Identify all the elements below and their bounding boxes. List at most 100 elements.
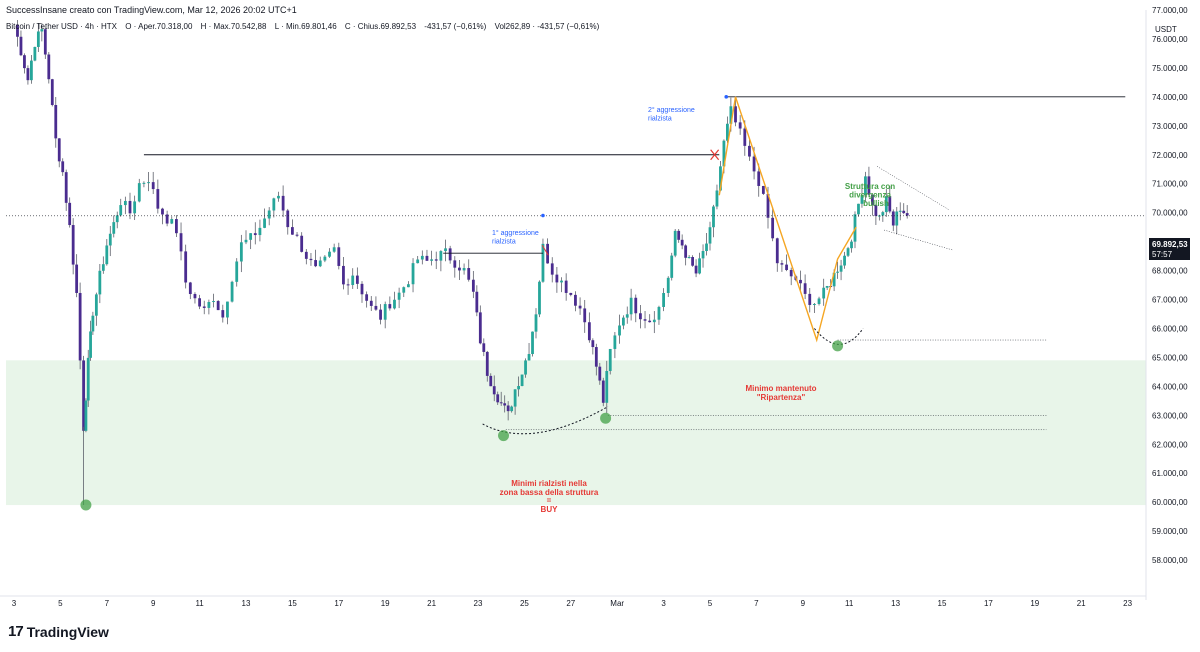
candle-up [698,258,701,274]
low-marker [498,430,510,442]
candle-up [895,211,899,226]
candle-up [843,255,846,266]
price-tick-label: 59.000,00 [1152,527,1188,536]
tradingview-brand[interactable]: 17 TradingView [8,623,109,640]
cross-marker [541,245,549,256]
candle-up [884,196,888,213]
candle-up [89,331,92,358]
impulse-point [541,213,545,218]
candle-down [309,258,313,261]
candle-down [61,161,65,173]
trendline [876,166,950,210]
candle-down [453,260,457,268]
time-tick-label: 27 [566,599,575,608]
annotation-text: = [547,496,552,505]
impulse-point [724,95,729,99]
annotation-text: rialzista [648,116,672,123]
price-tick-label: 65.000,00 [1152,353,1188,362]
annotation-text: Struttura con [845,182,895,191]
candle-down [771,217,775,239]
candle-up [397,292,401,300]
time-axis[interactable]: 3 5 7 9 11 13 15 17 19 21 23 25 27 Mar 3 5 7 9 11 13 15 17 19 2… [12,599,1133,608]
annotation-text: rialzista [492,239,516,246]
rounded-bottom-arc [814,328,864,345]
candle-down [198,298,201,307]
candle-up [402,287,406,293]
time-tick-label: 13 [242,599,251,608]
candle-up [605,370,609,403]
price-tick-label: 75.000,00 [1152,64,1188,73]
candle-down [295,234,299,236]
price-tick-label: 58.000,00 [1152,556,1188,565]
candle-down [499,402,503,404]
annotation-text: Minimi rialzisti nella [511,479,587,488]
candle-down [19,36,23,56]
candle-down [202,306,206,308]
candle-down [71,225,75,265]
candle-up [112,222,116,234]
symbol-name[interactable]: Bitcoin / Tether USD · 4h · HTX [6,22,117,31]
candle-down [342,265,345,285]
candle-down [151,182,155,190]
time-tick-label: 3 [661,599,666,608]
drawings[interactable] [6,95,1146,511]
candle-up [40,29,44,32]
candle-down [489,375,493,387]
candle-up [701,251,705,259]
time-tick-label: 19 [1030,599,1039,608]
price-axis[interactable]: 77.000,00 76.000,00 75.000,00 74.000,00 73.0… [1152,6,1188,565]
candle-up [393,299,396,309]
candle-down [128,200,132,214]
candle-up [119,205,123,216]
time-tick-label: 7 [105,599,110,608]
candle-up [524,360,527,375]
price-tick-label: 72.000,00 [1152,151,1188,160]
candle-up [98,270,102,295]
candle-up [621,317,625,326]
candle-down [16,24,19,37]
candle-down [761,185,765,194]
candle-up [608,348,612,371]
candle-up [235,261,239,282]
candle-up [332,247,336,252]
annotation-labels: 2° aggressione rialzista 1° aggressione ria… [492,106,895,514]
candle-down [281,195,285,211]
candle-down [286,210,290,228]
bar-countdown: 57:57 [1152,250,1173,259]
time-tick-label: 11 [845,599,854,608]
candle-up [351,275,355,286]
candle-down [902,210,906,214]
candle-down [175,219,178,234]
candle-down [780,263,784,265]
price-tick-label: 68.000,00 [1152,267,1188,276]
brand-name: TradingView [26,623,109,640]
candle-down [634,297,638,314]
candle-up [560,280,563,283]
price-tick-label: 63.000,00 [1152,411,1188,420]
candle-up [258,227,262,236]
candle-up [662,292,665,307]
ohlc-legend: Bitcoin / Tether USD · 4h · HTX O · Aper… [6,22,605,31]
candle-down [757,171,761,186]
candle-up [416,259,420,264]
candle-up [657,306,661,320]
candle-down [300,235,304,252]
candle-up [420,255,424,260]
candle-up [825,285,829,288]
candle-down [752,156,756,172]
cross-marker [710,149,720,161]
candle-down [365,294,369,301]
candle-up [652,319,656,323]
candle-down [691,257,694,266]
candle-up [33,46,37,61]
candle-up [839,265,843,272]
candle-down [808,293,812,305]
candle-down [448,248,452,261]
candle-down [26,68,30,81]
candle-down [216,301,220,311]
ohlc-close: C · Chius.69.892,53 [344,22,417,31]
time-tick-label: 19 [381,599,390,608]
time-tick-label: 13 [891,599,900,608]
candle-up [272,198,276,211]
